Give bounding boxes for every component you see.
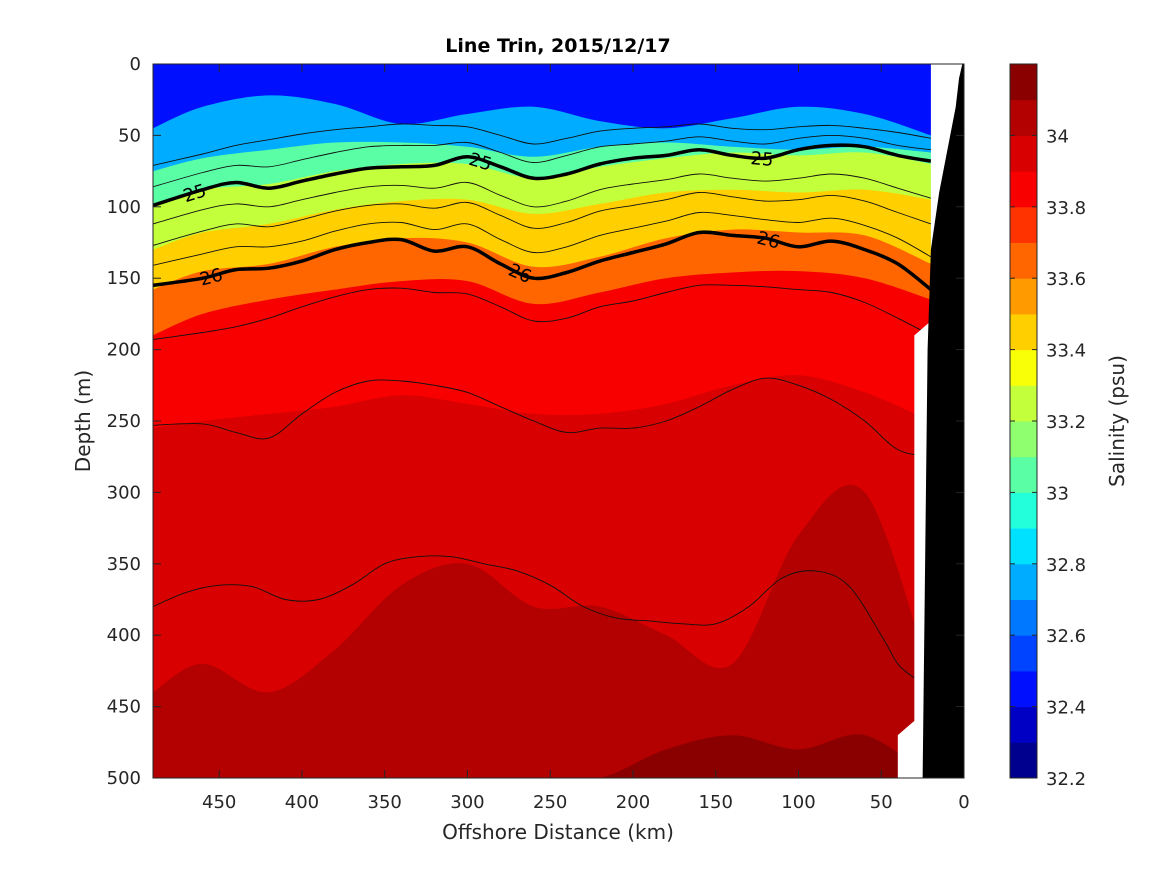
- isopycnal-lines: [153, 123, 932, 679]
- colorbar-swatch: [1010, 742, 1037, 779]
- isopycnal-line: [153, 211, 932, 266]
- colorbar-tick-label: 33: [1046, 483, 1069, 504]
- colorbar-swatch: [1010, 670, 1037, 708]
- x-tick-label: 350: [368, 792, 402, 813]
- contour-label-text: 25: [750, 148, 775, 171]
- y-axis-label: Depth (m): [71, 370, 95, 472]
- y-tick-label: 100: [107, 197, 141, 218]
- density-contour-26: [153, 230, 932, 291]
- x-tick-label: 100: [781, 792, 815, 813]
- y-tick-label: 300: [107, 482, 141, 503]
- colorbar-swatch: [1010, 278, 1037, 315]
- plot-area: [153, 64, 964, 778]
- x-axis-ticks: 450 400 350 300 250 200 150 100 50 0: [202, 64, 970, 813]
- colorbar-swatch: [1010, 492, 1037, 529]
- y-tick-label: 50: [118, 125, 141, 146]
- colorbar-swatch: [1010, 421, 1037, 458]
- colorbar-tick-label: 33.2: [1046, 412, 1086, 433]
- x-tick-label: 0: [958, 792, 969, 813]
- isopycnal-line: [153, 173, 932, 225]
- colorbar-swatch: [1010, 99, 1037, 136]
- salinity-band: [153, 734, 931, 778]
- colorbar-tick-label: 34: [1046, 126, 1069, 147]
- isopycnal-line: [153, 123, 931, 166]
- colorbar-label: Salinity (psu): [1105, 355, 1129, 487]
- isopycnal-line: [153, 377, 931, 458]
- colorbar-swatch: [1010, 171, 1037, 208]
- seafloor-mask: [897, 64, 964, 778]
- isopycnal-line: [153, 134, 931, 188]
- isopycnal-line: [153, 192, 932, 246]
- x-tick-label: 50: [870, 792, 893, 813]
- y-axis-ticks: 0 50 100 150 200 250 300 350 400 450 500: [107, 54, 964, 789]
- colorbar-tick-label: 32.2: [1046, 769, 1086, 790]
- colorbar-tick-label: 32.4: [1046, 698, 1086, 719]
- y-tick-label: 450: [107, 697, 141, 718]
- x-tick-label: 150: [699, 792, 733, 813]
- colorbar-tick-label: 33.6: [1046, 269, 1086, 290]
- colorbar-swatch: [1010, 706, 1037, 743]
- labeled-density-contours: [153, 143, 932, 291]
- colorbar-tick-label: 33.4: [1046, 341, 1086, 362]
- y-tick-label: 200: [107, 340, 141, 361]
- colorbar: [1010, 64, 1037, 779]
- contour-label-25: 25: [750, 148, 775, 171]
- y-tick-label: 500: [107, 768, 141, 789]
- x-axis-label: Offshore Distance (km): [442, 820, 674, 844]
- y-tick-label: 0: [130, 54, 141, 75]
- x-tick-label: 250: [533, 792, 567, 813]
- x-tick-label: 400: [285, 792, 319, 813]
- colorbar-swatch: [1010, 349, 1037, 386]
- colorbar-swatch: [1010, 313, 1037, 351]
- y-tick-label: 250: [107, 411, 141, 432]
- colorbar-swatch: [1010, 599, 1037, 636]
- colorbar-swatch: [1010, 635, 1037, 672]
- colorbar-ticks: 32.2 32.4 32.6 32.8 33 33.2 33.4 33.6 33.8 34: [1010, 126, 1086, 790]
- y-tick-label: 400: [107, 625, 141, 646]
- colorbar-swatch: [1010, 64, 1037, 101]
- colorbar-tick-label: 32.6: [1046, 626, 1086, 647]
- isopycnal-line: [153, 284, 932, 341]
- salinity-fill-layer: [153, 64, 964, 778]
- colorbar-tick-label: 33.8: [1046, 198, 1086, 219]
- isopycnal-line: [153, 555, 915, 679]
- colorbar-swatch: [1010, 456, 1037, 493]
- y-tick-label: 150: [107, 268, 141, 289]
- chart-title: Line Trin, 2015/12/17: [445, 35, 670, 57]
- colorbar-tick-label: 32.8: [1046, 555, 1086, 576]
- colorbar-swatch: [1010, 242, 1037, 279]
- x-tick-label: 450: [202, 792, 236, 813]
- colorbar-swatch: [1010, 563, 1037, 600]
- y-tick-label: 350: [107, 554, 141, 575]
- colorbar-swatch: [1010, 135, 1037, 172]
- x-tick-label: 200: [616, 792, 650, 813]
- density-contour-25: [153, 143, 932, 208]
- seafloor-shape: [922, 64, 964, 778]
- colorbar-swatch: [1010, 206, 1037, 243]
- salinity-band: [153, 485, 931, 778]
- colorbar-swatch: [1010, 528, 1037, 565]
- colorbar-swatch: [1010, 385, 1037, 422]
- x-tick-label: 300: [450, 792, 484, 813]
